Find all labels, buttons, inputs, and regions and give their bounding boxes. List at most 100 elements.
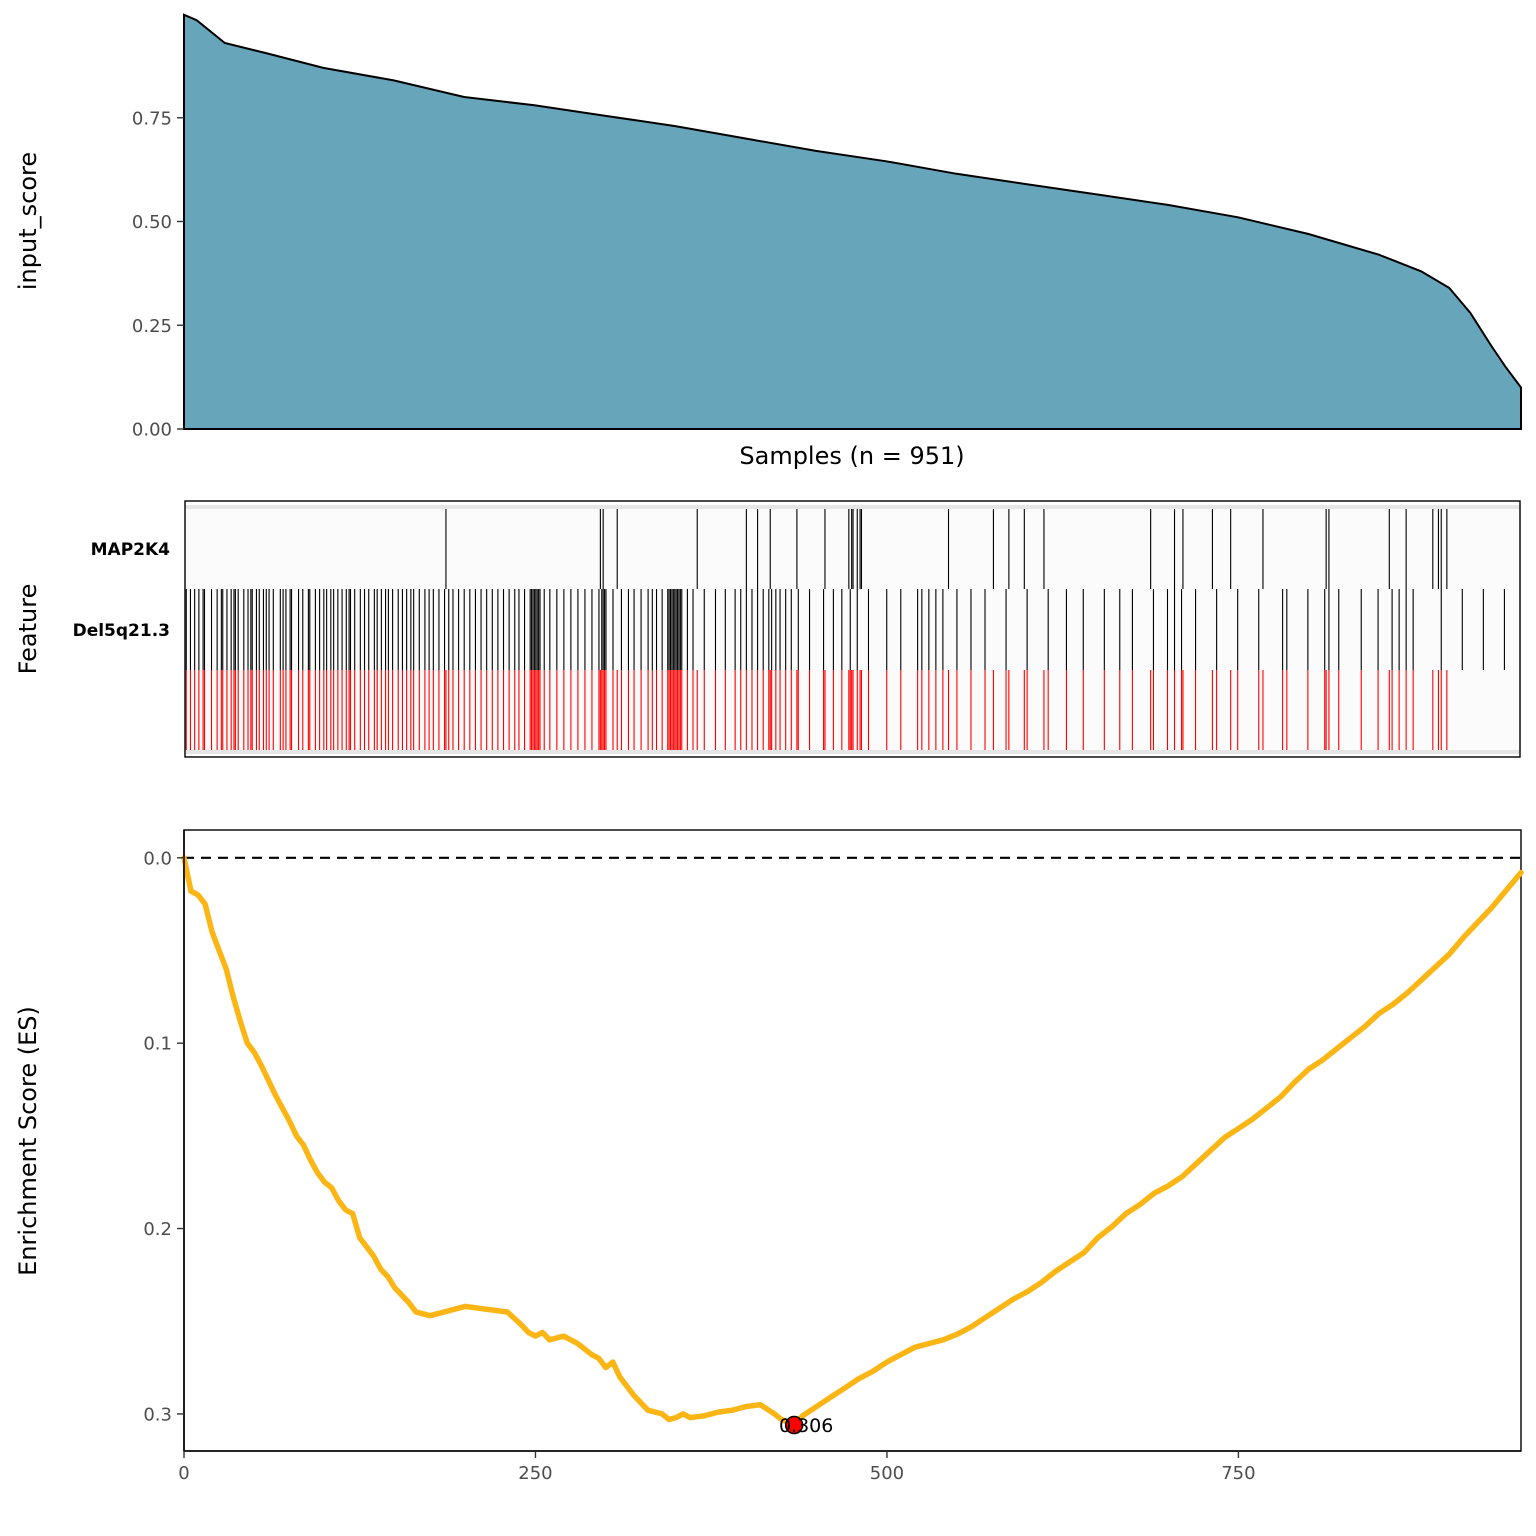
feature-hit-mark: [1446, 670, 1448, 750]
feature-hit-mark: [1282, 589, 1284, 670]
feature-hit-mark: [667, 670, 669, 750]
feature-hit-mark: [591, 670, 593, 750]
feature-hit-mark: [852, 509, 854, 589]
feature-hit-mark: [1119, 670, 1121, 750]
feature-hit-mark: [970, 670, 972, 750]
feature-hit-mark: [302, 670, 304, 750]
feature-hit-mark: [1325, 509, 1327, 589]
feature-hit-mark: [591, 589, 593, 670]
feature-hit-mark: [671, 589, 673, 670]
feature-hit-mark: [432, 670, 434, 750]
feature-hit-mark: [1325, 670, 1327, 750]
feature-hit-mark: [1388, 509, 1390, 589]
feature-hit-mark: [947, 670, 950, 750]
feature-hit-mark: [444, 670, 446, 750]
feature-hit-mark: [233, 670, 235, 750]
feature-hit-mark: [970, 589, 972, 670]
feature-hit-mark: [1437, 509, 1439, 589]
feature-hit-mark: [1286, 589, 1288, 670]
feature-hit-mark: [867, 670, 870, 750]
feature-hit-mark: [584, 589, 586, 670]
feature-hit-mark: [1150, 509, 1152, 589]
feature-hit-mark: [696, 670, 698, 750]
feature-hit-mark: [1043, 509, 1045, 589]
feature-hit-mark: [647, 670, 649, 750]
feature-hit-mark: [655, 670, 658, 750]
feature-hit-mark: [1152, 670, 1155, 750]
feature-hit-mark: [1282, 670, 1284, 750]
feature-hit-mark: [243, 589, 245, 670]
feature-hit-mark: [1262, 670, 1264, 750]
feature-hit-mark: [216, 589, 218, 670]
feature-hit-mark: [279, 670, 281, 750]
feature-hit-mark: [570, 589, 572, 670]
feature-hit-mark: [230, 670, 232, 750]
feature-hit-mark: [633, 589, 635, 670]
feature-hit-mark: [686, 670, 688, 750]
feature-hit-mark: [491, 589, 493, 670]
feature-hit-mark: [1338, 589, 1340, 670]
feature-hit-mark: [309, 670, 311, 750]
feature-hit-mark: [387, 589, 389, 670]
feature-hit-mark: [584, 670, 586, 750]
feature-hit-mark: [620, 589, 622, 670]
feature-hit-mark: [867, 589, 870, 670]
feature-hit-mark: [745, 509, 747, 589]
feature-hit-mark: [790, 670, 792, 750]
feature-hit-mark: [216, 670, 218, 750]
feature-hit-mark: [452, 670, 454, 750]
feature-hit-mark: [385, 670, 387, 750]
feature-hit-mark: [359, 670, 361, 750]
feature-hit-mark: [703, 670, 705, 750]
feature-hit-mark: [220, 589, 222, 670]
feature-hit-mark: [824, 670, 826, 750]
feature-hit-mark: [549, 589, 551, 670]
feature-hit-mark: [668, 670, 670, 750]
feature-hit-mark: [848, 509, 850, 589]
feature-hit-mark: [703, 589, 705, 670]
feature-hit-mark: [745, 589, 747, 670]
feature-hit-mark: [330, 589, 332, 670]
feature-hit-mark: [679, 589, 681, 670]
feature-hit-mark: [533, 670, 535, 750]
feature-hit-mark: [290, 670, 293, 750]
feature-hit-mark: [452, 589, 454, 670]
feature-hit-mark: [282, 589, 284, 670]
feature-hit-mark: [602, 509, 604, 589]
feature-hit-mark: [535, 589, 537, 670]
feature-hit-mark: [740, 670, 742, 750]
feature-hit-mark: [380, 670, 382, 750]
feature-hit-mark: [524, 670, 526, 750]
feature-hit-mark: [1082, 589, 1084, 670]
feature-hit-mark: [797, 670, 799, 750]
feature-hit-mark: [424, 589, 426, 670]
feature-hit-mark: [796, 509, 798, 589]
feature-hit-mark: [532, 670, 534, 750]
feature-hit-mark: [1173, 589, 1176, 670]
feature-hit-mark: [779, 670, 781, 750]
feature-hit-mark: [1286, 670, 1288, 750]
feature-hit-mark: [345, 670, 347, 750]
feature-hit-mark: [734, 670, 736, 750]
feature-hit-mark: [508, 589, 510, 670]
feature-hit-mark: [290, 589, 293, 670]
feature-hit-mark: [323, 670, 325, 750]
feature-hit-mark: [333, 670, 335, 750]
feature-hit-mark: [543, 589, 545, 670]
feature-hit-mark: [243, 670, 245, 750]
feature-hit-mark: [956, 670, 958, 750]
feature-hit-mark: [757, 509, 759, 589]
feature-hit-mark: [714, 670, 717, 750]
feature-hit-mark: [285, 670, 287, 750]
feature-hit-mark: [796, 670, 798, 750]
feature-hit-mark: [598, 670, 600, 750]
feature-hit-mark: [289, 589, 291, 670]
feature-hit-mark: [779, 589, 781, 670]
feature-hit-mark: [1103, 670, 1105, 750]
feature-hit-mark: [1065, 589, 1067, 670]
feature-hit-mark: [757, 589, 759, 670]
feature-hit-mark: [1230, 670, 1232, 750]
es-panel-border: [183, 829, 1522, 1452]
feature-tracks: [185, 505, 1520, 754]
feature-hit-mark: [1338, 670, 1340, 750]
